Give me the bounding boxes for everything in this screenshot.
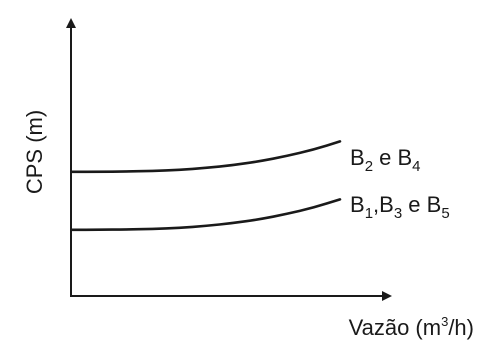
series-line-1: [70, 198, 342, 232]
x-axis-label: Vazão (m3/h): [349, 314, 474, 340]
series-label-0-part-3: 4: [412, 158, 420, 175]
series-label-1-part-3: 3: [394, 205, 402, 222]
series-label-1-part-1: 1: [365, 205, 373, 222]
series-label-1-part-0: B: [350, 192, 365, 217]
series-label-1-part-2: ,B: [373, 192, 394, 217]
x-axis-label-end: /h): [448, 315, 474, 340]
series-label-1-part-5: 5: [441, 205, 449, 222]
series-label-0-part-0: B: [350, 145, 365, 170]
series-layer: [70, 140, 342, 232]
series-line-0: [70, 140, 342, 174]
series-label-0-part-2: e B: [373, 145, 412, 170]
series-label-1: B1,B3 e B5: [350, 192, 450, 222]
series-label-0: B2 e B4: [350, 145, 421, 175]
series-label-1-part-4: e B: [402, 192, 441, 217]
y-axis-label: CPS (m): [22, 110, 47, 194]
x-axis-label-sup: 3: [441, 314, 448, 329]
series-label-0-part-1: 2: [365, 158, 373, 175]
x-axis-label-main: Vazão (m: [349, 315, 442, 340]
